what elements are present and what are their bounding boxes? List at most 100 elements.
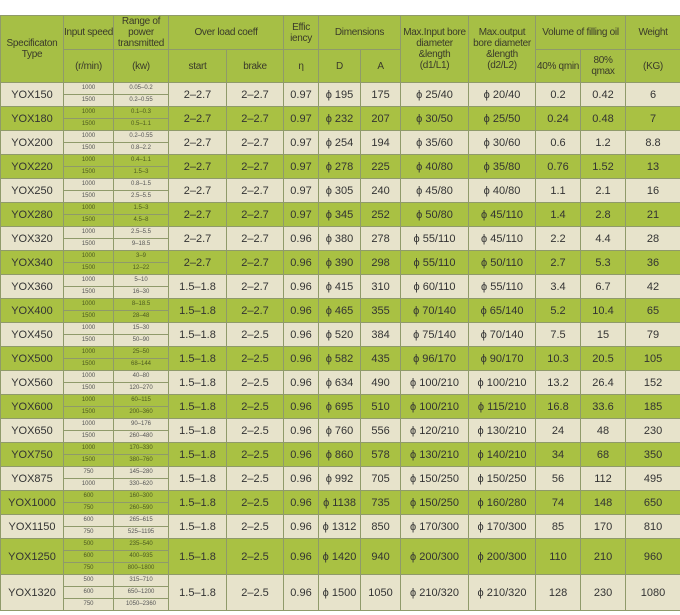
cell-input-bore: ϕ 25/40 <box>400 82 470 107</box>
cell-oil-qmax: 10.4 <box>580 298 627 323</box>
cell-input-speed: 1500 <box>63 382 114 395</box>
cell-dim-D: ϕ 465 <box>318 298 362 323</box>
cell-input-speed: 1000 <box>63 226 114 239</box>
cell-oil-qmin: 0.2 <box>535 82 582 107</box>
table-row: 1000 330–620 <box>1 478 680 491</box>
table-row: YOX1320 500 315–710 1.5–1.8 2–2.5 0.96 ϕ 1500 1… <box>0 574 680 611</box>
cell-power-range: 3–9 <box>113 250 169 263</box>
cell-power-range: 25–50 <box>113 346 169 359</box>
cell-input-speed: 1500 <box>63 166 114 179</box>
cell-input-bore: ϕ 75/140 <box>400 322 470 347</box>
cell-oil-qmin: 74 <box>535 490 582 515</box>
cell-dim-D: ϕ 415 <box>318 274 362 299</box>
cell-output-bore: ϕ 150/250 <box>468 466 537 491</box>
cell-power-range: 235–540 <box>113 538 169 551</box>
header-qmin: 40% qmin <box>535 49 582 83</box>
cell-oil-qmax: 148 <box>580 490 627 515</box>
cell-power-range: 0.5–1.1 <box>113 118 169 131</box>
cell-spec-type: YOX220 <box>0 154 64 179</box>
cell-power-range: 90–176 <box>113 418 169 431</box>
cell-oil-qmax: 2.1 <box>580 178 627 203</box>
cell-weight: 42 <box>625 274 680 299</box>
cell-brake: 2–2.7 <box>225 250 285 275</box>
cell-output-bore: ϕ 30/60 <box>468 130 537 155</box>
cell-weight: 36 <box>625 250 680 275</box>
cell-start: 1.5–1.8 <box>168 490 227 515</box>
cell-power-range: 260–480 <box>113 430 169 443</box>
cell-efficiency: 0.96 <box>283 226 320 251</box>
cell-oil-qmin: 2.2 <box>535 226 582 251</box>
cell-efficiency: 0.96 <box>283 298 320 323</box>
cell-input-speed: 1000 <box>63 346 114 359</box>
cell-weight: 1080 <box>625 574 680 611</box>
cell-oil-qmax: 5.3 <box>580 250 627 275</box>
cell-power-range: 265–615 <box>113 514 169 527</box>
cell-input-bore: ϕ 200/300 <box>400 538 470 575</box>
cell-input-speed: 1000 <box>63 322 114 335</box>
cell-weight: 79 <box>625 322 680 347</box>
cell-power-range: 260–590 <box>113 502 169 515</box>
cell-input-speed: 1500 <box>63 358 114 371</box>
cell-dim-D: ϕ 254 <box>318 130 362 155</box>
cell-brake: 2–2.5 <box>225 442 285 467</box>
cell-input-speed: 1000 <box>63 418 114 431</box>
cell-start: 2–2.7 <box>168 250 227 275</box>
cell-start: 2–2.7 <box>168 154 227 179</box>
cell-power-range: 120–270 <box>113 382 169 395</box>
cell-oil-qmin: 110 <box>535 538 582 575</box>
cell-spec-type: YOX280 <box>0 202 64 227</box>
cell-dim-A: 435 <box>360 346 402 371</box>
cell-dim-A: 298 <box>360 250 402 275</box>
cell-dim-A: 1050 <box>360 574 402 611</box>
cell-efficiency: 0.96 <box>283 322 320 347</box>
cell-output-bore: ϕ 100/210 <box>468 370 537 395</box>
cell-oil-qmin: 3.4 <box>535 274 582 299</box>
header-speed-unit: (r/min) <box>63 49 114 83</box>
cell-dim-A: 384 <box>360 322 402 347</box>
cell-power-range: 380–760 <box>113 454 169 467</box>
cell-efficiency: 0.96 <box>283 466 320 491</box>
cell-input-speed: 1000 <box>63 478 114 491</box>
cell-brake: 2–2.7 <box>225 178 285 203</box>
cell-efficiency: 0.97 <box>283 82 320 107</box>
cell-output-bore: ϕ 210/320 <box>468 574 537 611</box>
cell-power-range: 50–90 <box>113 334 169 347</box>
cell-weight: 230 <box>625 418 680 443</box>
cell-start: 1.5–1.8 <box>168 538 227 575</box>
cell-input-bore: ϕ 150/250 <box>400 490 470 515</box>
header-input-bore-unit: (d1/L1) <box>419 60 450 71</box>
cell-dim-A: 735 <box>360 490 402 515</box>
cell-output-bore: ϕ 130/210 <box>468 418 537 443</box>
cell-start: 1.5–1.8 <box>168 418 227 443</box>
cell-spec-type: YOX500 <box>0 346 64 371</box>
cell-input-bore: ϕ 55/110 <box>400 250 470 275</box>
cell-spec-type: YOX360 <box>0 274 64 299</box>
coupling-spec-table: Specificaton Type Input speed Range of p… <box>0 15 680 611</box>
cell-start: 2–2.7 <box>168 106 227 131</box>
cell-input-speed: 750 <box>63 598 114 611</box>
table-row: 1500 28–48 <box>1 310 680 323</box>
cell-input-speed: 600 <box>63 490 114 503</box>
cell-brake: 2–2.7 <box>225 298 285 323</box>
cell-oil-qmax: 210 <box>580 538 627 575</box>
cell-spec-type: YOX600 <box>0 394 64 419</box>
cell-start: 1.5–1.8 <box>168 514 227 539</box>
cell-oil-qmin: 0.24 <box>535 106 582 131</box>
cell-dim-D: ϕ 634 <box>318 370 362 395</box>
cell-power-range: 0.8–1.5 <box>113 178 169 191</box>
cell-start: 1.5–1.8 <box>168 346 227 371</box>
header-input-speed: Input speed <box>63 15 114 50</box>
cell-weight: 152 <box>625 370 680 395</box>
cell-power-range: 12–22 <box>113 262 169 275</box>
cell-efficiency: 0.97 <box>283 202 320 227</box>
table-row: YOX250 1000 0.8–1.5 2–2.7 2–2.7 0.97 ϕ 305 240 ϕ… <box>0 178 680 203</box>
cell-input-speed: 500 <box>63 574 114 587</box>
cell-start: 2–2.7 <box>168 202 227 227</box>
table-row: YOX450 1000 15–30 1.5–1.8 2–2.5 0.96 ϕ 520 384 ϕ… <box>0 322 680 347</box>
cell-oil-qmin: 7.5 <box>535 322 582 347</box>
cell-output-bore: ϕ 55/110 <box>468 274 537 299</box>
cell-power-range: 15–30 <box>113 322 169 335</box>
table-row: YOX400 1000 8–18.5 1.5–1.8 2–2.7 0.96 ϕ 465 355… <box>0 298 680 323</box>
cell-start: 1.5–1.8 <box>168 370 227 395</box>
cell-dim-D: ϕ 232 <box>318 106 362 131</box>
